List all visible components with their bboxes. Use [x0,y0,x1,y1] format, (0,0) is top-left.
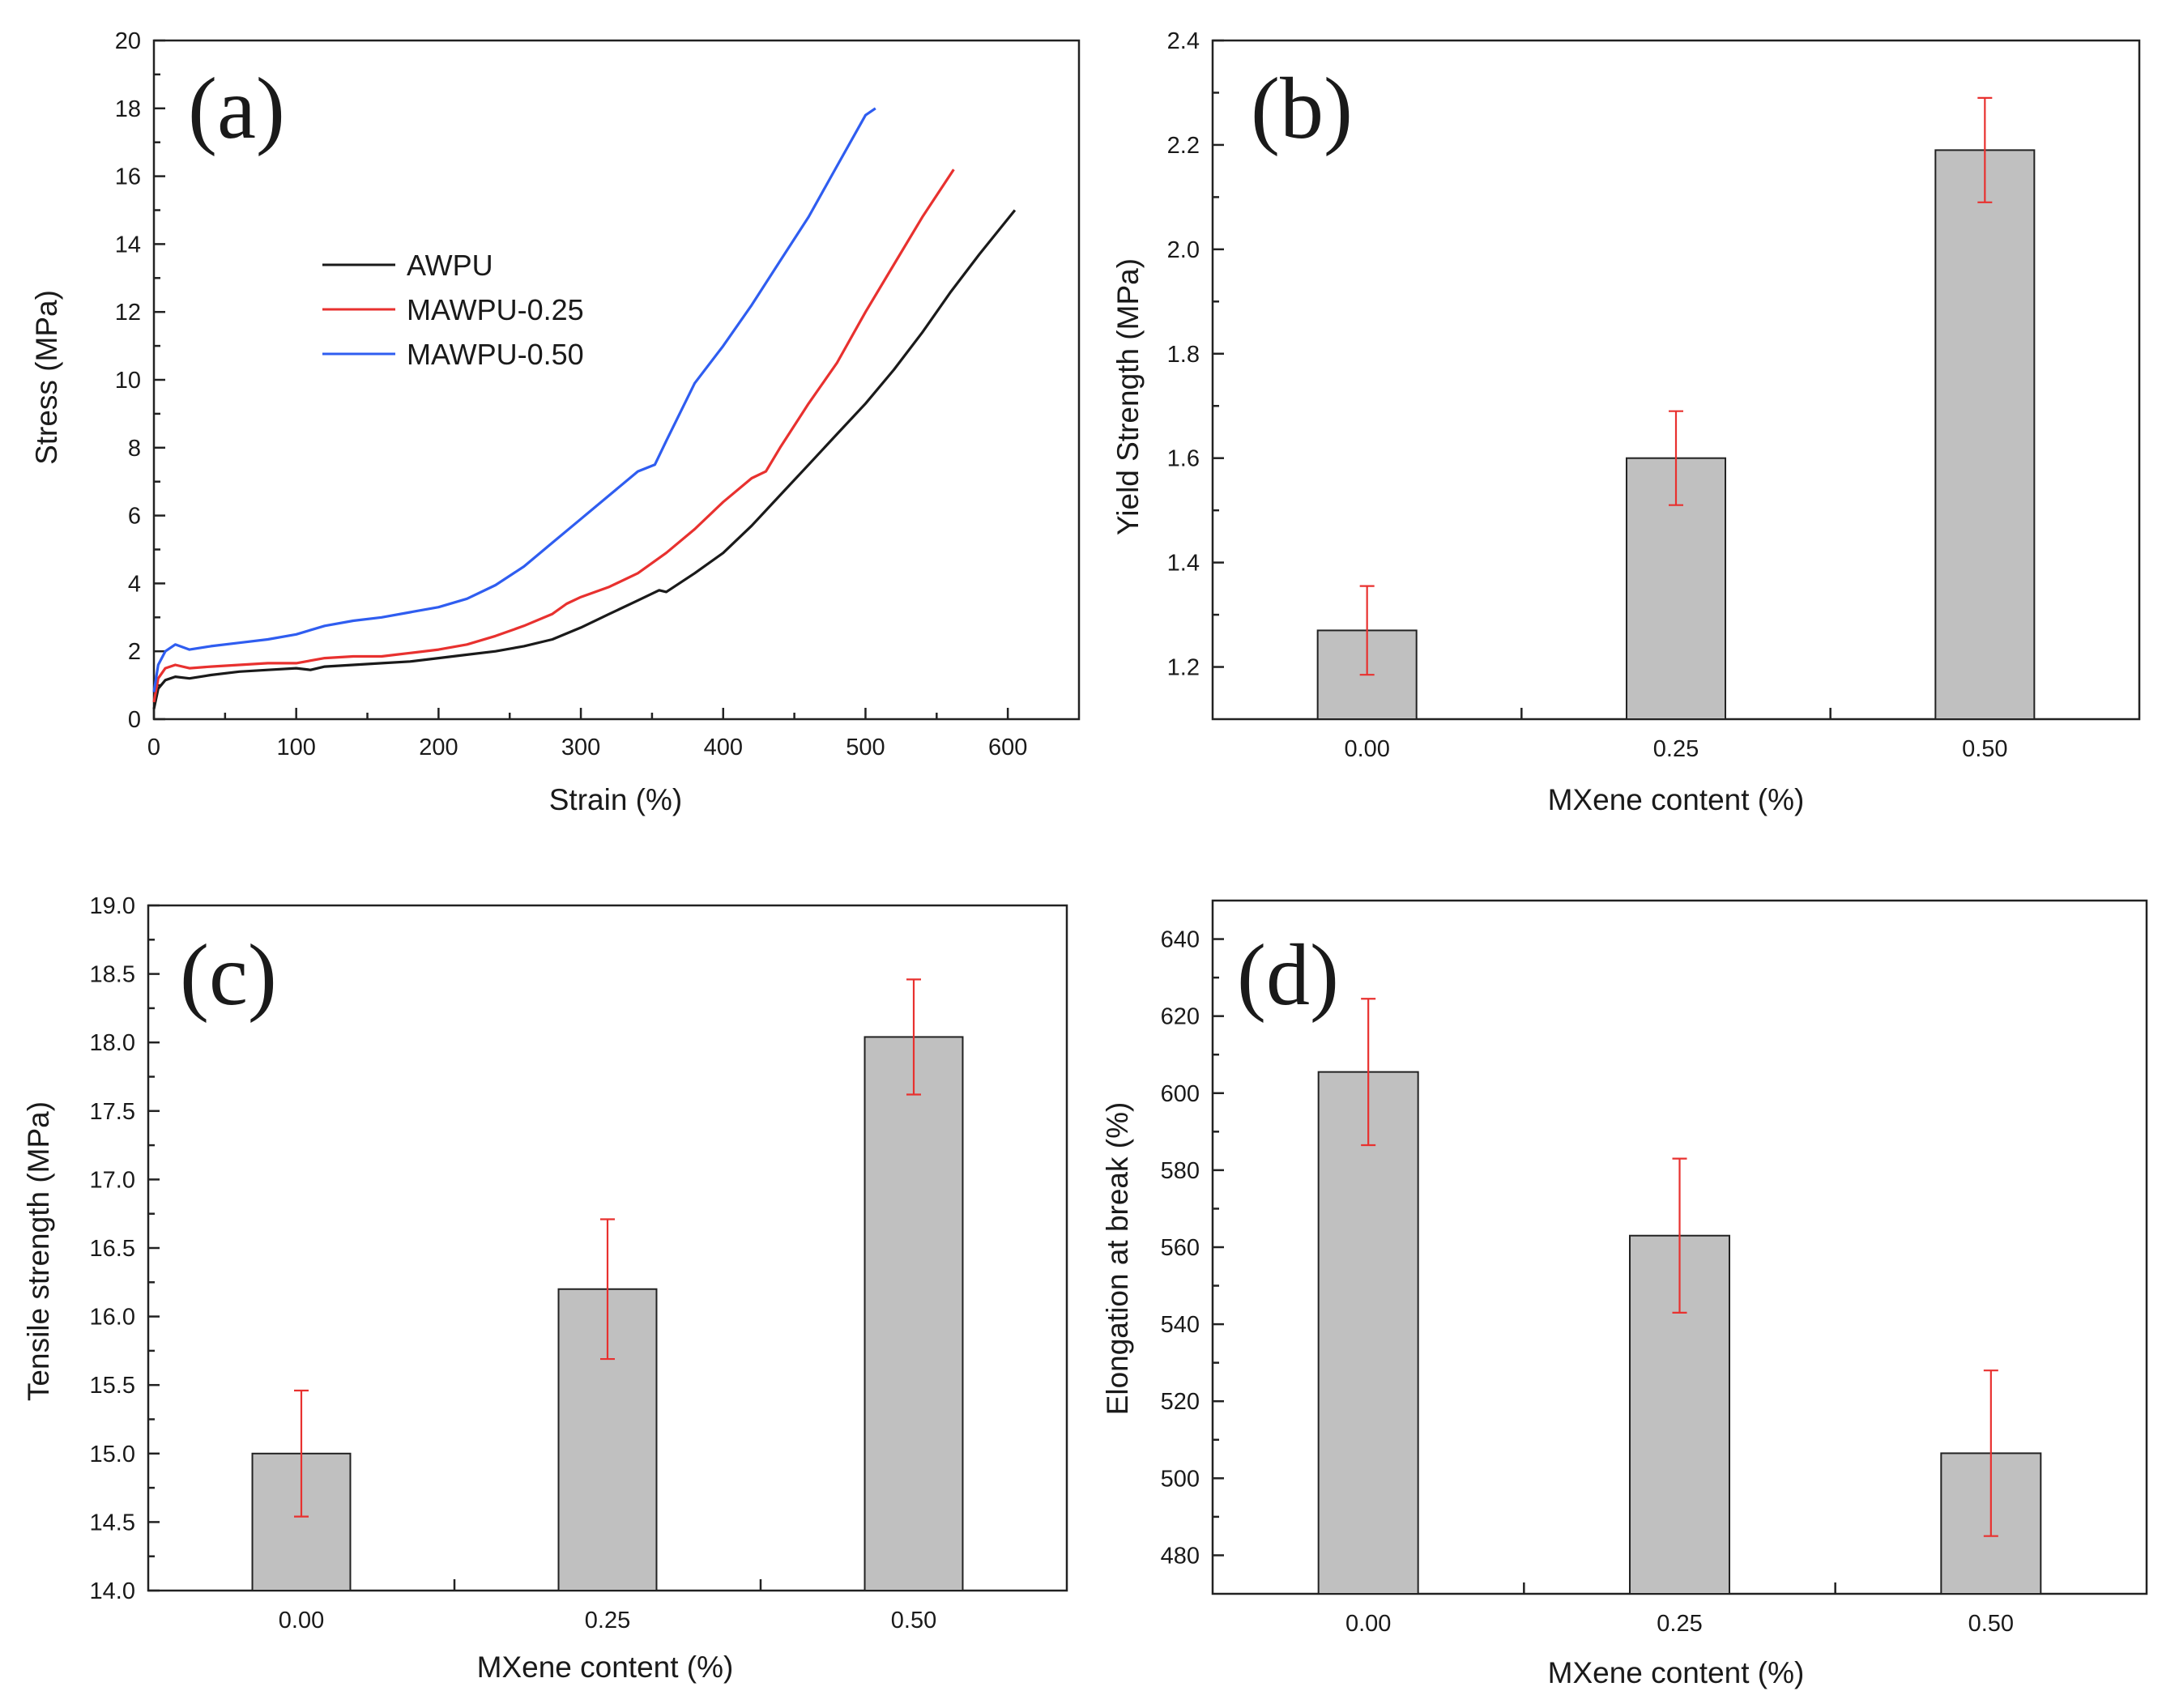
y-tick-label: 4 [128,571,141,597]
x-tick-label: 200 [419,735,458,760]
y-tick-label: 500 [1161,1466,1200,1492]
y-tick-label: 14.0 [90,1578,135,1604]
panel-c-tensile-strength: MXene content (%) Tensile strength (MPa)… [22,893,1068,1684]
y-tick-label: 0 [128,707,141,733]
bar-0.00 [1317,1071,1419,1595]
y-tick-label: 480 [1161,1543,1200,1569]
y-tick-label: 2 [128,639,141,665]
panel-a-ylabel: Stress (MPa) [30,290,63,465]
y-tick-label: 17.5 [90,1099,135,1125]
panel-a-legend: AWPU MAWPU-0.25 MAWPU-0.50 [322,249,584,371]
y-tick-label: 540 [1161,1312,1200,1338]
legend-label-mawpu-025: MAWPU-0.25 [407,293,584,326]
panel-d-label: (d) [1237,927,1339,1024]
y-tick-label: 6 [128,504,141,530]
series-line-awpu [152,209,1017,709]
x-tick-label: 0.25 [1653,736,1699,762]
y-tick-label: 1.6 [1167,446,1200,472]
x-tick-label: 0.00 [1345,1611,1391,1637]
y-tick-label: 600 [1161,1081,1200,1107]
panel-a-xlabel: Strain (%) [549,783,682,816]
x-tick-label: 0.25 [585,1608,630,1633]
x-tick-label: 100 [276,735,315,760]
y-tick-label: 10 [115,368,141,394]
y-tick-label: 19.0 [90,893,135,919]
panel-b-label: (b) [1251,61,1353,157]
y-tick-label: 560 [1161,1235,1200,1261]
panel-c-ylabel: Tensile strength (MPa) [22,1101,55,1401]
y-tick-label: 16.0 [90,1305,135,1331]
x-tick-label: 0.00 [279,1608,324,1633]
panel-b-xlabel: MXene content (%) [1548,783,1805,816]
y-tick-label: 16.5 [90,1236,135,1262]
panel-c-xlabel: MXene content (%) [477,1650,734,1684]
panel-b-ylabel: Yield Strength (MPa) [1111,258,1145,535]
x-tick-label: 600 [988,735,1027,760]
y-tick-label: 15.0 [90,1442,135,1467]
bar-0.50 [864,1036,964,1591]
y-tick-label: 17.0 [90,1167,135,1193]
y-tick-label: 16 [115,164,141,190]
bar-0.50 [1934,149,2036,721]
x-tick-label: 0.50 [891,1608,936,1633]
y-tick-label: 1.8 [1167,342,1200,368]
x-tick-label: 400 [704,735,743,760]
y-tick-label: 18.0 [90,1030,135,1056]
y-tick-label: 15.5 [90,1373,135,1399]
y-tick-label: 18 [115,96,141,122]
y-tick-label: 620 [1161,1004,1200,1030]
y-tick-label: 8 [128,436,141,462]
y-tick-label: 14 [115,232,141,258]
y-tick-label: 1.4 [1167,551,1200,577]
panel-d-xlabel: MXene content (%) [1548,1656,1805,1689]
y-tick-label: 14.5 [90,1510,135,1535]
panel-d-elongation-at-break: MXene content (%) Elongation at break (%… [1101,899,2148,1689]
x-tick-label: 0 [147,735,160,760]
panel-a-label: (a) [188,61,285,157]
x-tick-label: 500 [846,735,885,760]
y-tick-label: 2.0 [1167,237,1200,263]
y-tick-label: 520 [1161,1389,1200,1415]
y-tick-label: 2.4 [1167,28,1200,54]
legend-label-mawpu-050: MAWPU-0.50 [407,338,584,371]
panel-c-label: (c) [180,927,277,1024]
y-tick-label: 580 [1161,1158,1200,1184]
panel-a-stress-strain: Strain (%) Stress (MPa) AWPU MAWPU-0.25 … [30,28,1081,816]
x-tick-label: 300 [561,735,600,760]
y-tick-label: 640 [1161,927,1200,953]
y-tick-label: 20 [115,28,141,54]
series-line-mawpu-0-25 [152,168,955,703]
series-line-mawpu-0-50 [152,107,876,692]
plot-frame-a [152,39,1081,721]
x-tick-label: 0.50 [1968,1611,2014,1637]
x-tick-label: 0.00 [1344,736,1389,762]
x-tick-label: 0.25 [1657,1611,1702,1637]
x-tick-label: 0.50 [1962,736,2007,762]
y-tick-label: 18.5 [90,962,135,988]
y-tick-label: 1.2 [1167,655,1200,681]
panel-b-yield-strength: MXene content (%) Yield Strength (MPa) 1… [1111,28,2141,816]
y-tick-label: 2.2 [1167,133,1200,159]
legend-label-awpu: AWPU [407,249,493,282]
panel-d-ylabel: Elongation at break (%) [1101,1102,1134,1416]
y-tick-label: 12 [115,300,141,326]
